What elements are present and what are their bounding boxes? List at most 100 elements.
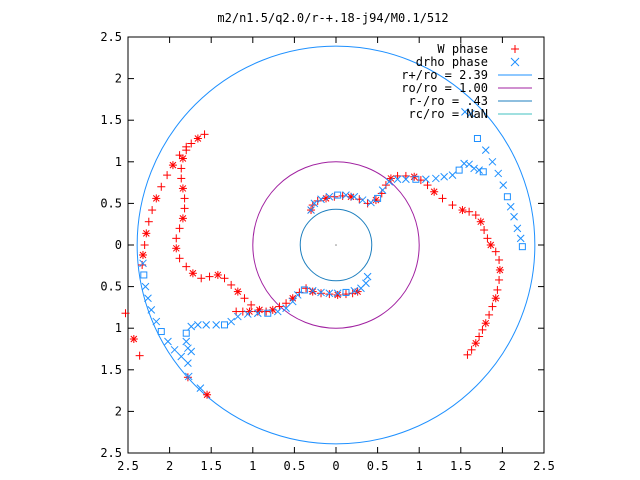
drho-phase-point <box>325 289 334 298</box>
x-tick-label: 0 <box>332 459 339 473</box>
drho-phase-point <box>473 135 481 143</box>
x-tick-label: 1 <box>249 459 256 473</box>
chart-title: m2/n1.5/q2.0/r-+.18-j94/M0.1/512 <box>217 11 448 25</box>
w-phase-point <box>488 302 497 311</box>
w-phase-point <box>178 214 187 223</box>
drho-phase-point <box>385 177 394 186</box>
drho-phase-point <box>513 224 522 233</box>
drho-phase-point <box>358 196 367 204</box>
drho-phase-point <box>367 198 375 207</box>
w-phase-point <box>491 294 500 303</box>
w-phase-point <box>129 335 138 344</box>
w-phase-point <box>182 142 191 151</box>
w-phase-point <box>255 305 264 314</box>
drho-phase-point <box>494 169 503 178</box>
w-phase-point <box>233 287 242 296</box>
w-phase-point <box>144 217 153 226</box>
drho-phase-point <box>503 193 511 201</box>
drho-phase-point <box>147 306 156 314</box>
w-phase-point <box>430 187 439 196</box>
w-phase-point <box>463 350 472 359</box>
drho-phase-point <box>350 286 359 295</box>
drho-phase-point <box>342 191 350 199</box>
w-phase-point <box>157 182 166 191</box>
w-phase-point <box>493 285 502 294</box>
drho-phase-point <box>350 192 359 201</box>
w-phase-point <box>471 211 480 220</box>
drho-phase-point <box>440 172 449 181</box>
drho-phase-point <box>233 312 242 321</box>
w-phase-point <box>121 309 130 318</box>
drho-phase-point <box>510 212 518 221</box>
drho-phase-point <box>317 288 325 297</box>
drho-phase-point <box>141 282 150 291</box>
drho-phase-point <box>465 160 473 169</box>
y-tick-label: 1 <box>115 321 122 335</box>
x-tick-label: 2 <box>499 459 506 473</box>
drho-phase-point <box>317 195 325 204</box>
origin-dot <box>335 244 337 246</box>
w-phase-point <box>410 172 419 181</box>
drho-phase-point <box>325 192 334 201</box>
w-phase-point <box>262 307 271 316</box>
w-phase-point <box>175 151 184 160</box>
reference-circle <box>252 161 420 329</box>
w-phase-point <box>491 247 500 256</box>
y-tick-label: 2 <box>115 72 122 86</box>
w-phase-point <box>313 196 322 205</box>
drho-phase-point <box>139 259 147 268</box>
drho-phase-point <box>300 286 308 294</box>
w-phase-point <box>148 206 157 215</box>
x-tick-label: 0.5 <box>284 459 306 473</box>
w-phase-point <box>485 310 494 319</box>
drho-phase-point <box>499 181 508 189</box>
w-phase-point <box>295 288 304 297</box>
y-tick-label: 0.5 <box>100 280 122 294</box>
drho-phase-point <box>164 337 172 346</box>
drho-phase-point <box>518 243 526 251</box>
legend-label: r-/ro = .43 <box>409 94 488 108</box>
w-phase-point <box>193 134 202 143</box>
drho-phase-point <box>293 291 302 299</box>
y-tick-label: 1.5 <box>100 113 122 127</box>
drho-phase-point <box>273 307 282 316</box>
drho-phase-point <box>422 175 430 184</box>
drho-phase-point <box>310 199 319 208</box>
w-phase-point <box>180 204 189 213</box>
y-tick-label: 0 <box>115 238 122 252</box>
w-phase-point <box>178 154 187 163</box>
w-phase-point <box>325 290 334 299</box>
w-phase-point <box>177 164 186 173</box>
drho-phase-point <box>144 294 152 303</box>
w-phase-point <box>495 265 504 274</box>
legend-label: r+/ro = 2.39 <box>401 68 488 82</box>
w-phase-point <box>168 161 177 170</box>
w-phase-point <box>182 262 191 271</box>
w-phase-point <box>308 287 317 296</box>
w-phase-point <box>197 274 206 283</box>
data-points <box>121 108 526 399</box>
drho-phase-point <box>460 159 468 168</box>
legend-label: ro/ro = 1.00 <box>401 81 488 95</box>
w-phase-point <box>438 194 447 203</box>
w-phase-point <box>135 351 144 360</box>
w-phase-point <box>140 241 149 249</box>
w-phase-point <box>386 174 395 183</box>
drho-phase-point <box>177 352 186 361</box>
w-phase-point <box>175 224 184 233</box>
w-phase-point <box>205 272 214 281</box>
drho-phase-point <box>288 297 297 306</box>
w-phase-point <box>282 299 291 308</box>
w-phase-point <box>478 325 487 334</box>
w-phase-point <box>247 300 256 309</box>
drho-phase-point <box>182 337 191 346</box>
w-phase-point <box>152 194 161 203</box>
x-tick-label: 1 <box>416 459 423 473</box>
drho-phase-point <box>152 317 161 326</box>
drho-phase-point <box>455 166 463 174</box>
w-phase-point <box>475 332 484 341</box>
drho-phase-point <box>378 186 387 194</box>
w-phase-point <box>458 206 467 215</box>
w-phase-point <box>213 270 222 279</box>
